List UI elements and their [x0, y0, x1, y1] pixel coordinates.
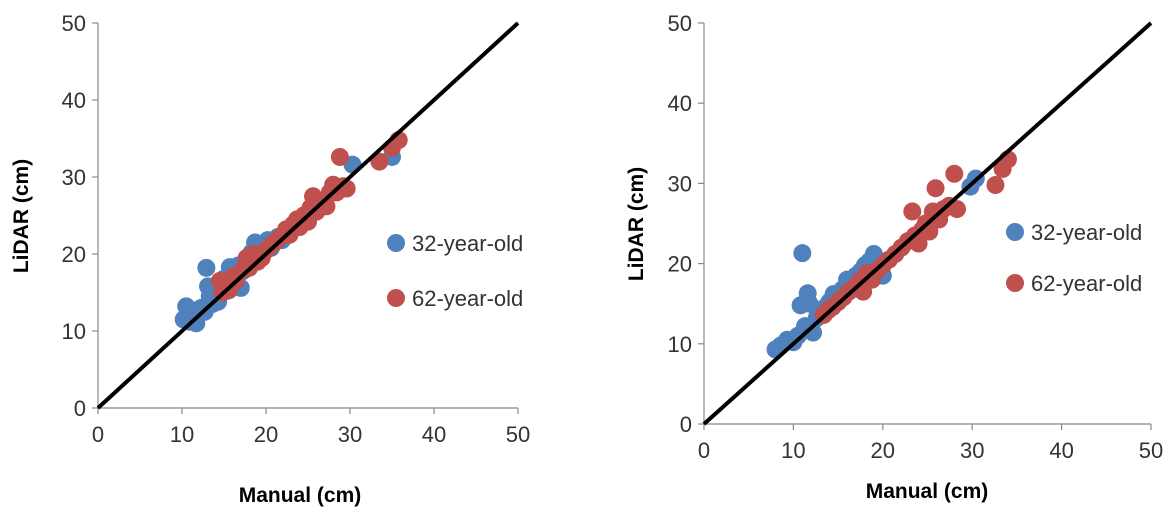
data-point	[926, 179, 945, 198]
data-point	[197, 258, 216, 277]
one-to-one-line	[702, 21, 1153, 426]
x-tick-label: 50	[506, 422, 530, 447]
data-point	[945, 164, 964, 183]
legend-marker	[1006, 274, 1024, 292]
x-tick-label: 30	[338, 422, 362, 447]
legend-label: 32-year-old	[412, 231, 523, 256]
x-tick-label: 20	[871, 438, 895, 463]
x-tick-label: 30	[960, 438, 984, 463]
x-tick-label: 10	[170, 422, 194, 447]
one-to-one-line	[96, 21, 520, 410]
y-tick-label: 0	[680, 412, 692, 437]
y-tick-label: 10	[62, 319, 86, 344]
y-axis-title: LiDAR (cm)	[10, 159, 33, 273]
data-point	[793, 244, 812, 263]
legend-marker	[1006, 223, 1024, 241]
legend-marker	[387, 289, 405, 307]
y-tick-label: 50	[668, 11, 692, 36]
y-tick-label: 30	[668, 171, 692, 196]
legend: 32-year-old 62-year-old	[1006, 220, 1142, 296]
x-tick-label: 40	[1049, 438, 1073, 463]
data-point	[370, 152, 389, 171]
data-point	[948, 200, 967, 219]
legend-marker	[387, 234, 405, 252]
data-point	[330, 147, 349, 166]
x-tick-label: 20	[254, 422, 278, 447]
y-tick-label: 30	[62, 165, 86, 190]
legend-label: 62-year-old	[1031, 271, 1142, 296]
x-axis-title: Manual (cm)	[239, 484, 362, 507]
x-tick-label: 40	[422, 422, 446, 447]
data-point	[986, 176, 1005, 195]
y-tick-label: 50	[62, 11, 86, 36]
legend-label: 32-year-old	[1031, 220, 1142, 245]
x-axis-title: Manual (cm)	[866, 480, 989, 503]
x-tick-label: 10	[781, 438, 805, 463]
data-point	[909, 234, 928, 253]
scatter-panel-left: 0 10 20 30 40 50 0 10 20 30 40 50 Manual (cm) LiDAR (…	[10, 11, 530, 507]
scatter-panel-right: 0 10 20 30 40 50 0 10 20 30 40 50 Manual (cm) LiDAR (…	[625, 11, 1163, 503]
x-tick-label: 0	[92, 422, 104, 447]
legend-label: 62-year-old	[412, 286, 523, 311]
data-point	[903, 202, 922, 221]
y-axis-title: LiDAR (cm)	[625, 167, 648, 281]
y-tick-label: 10	[668, 332, 692, 357]
y-tick-label: 0	[74, 396, 86, 421]
y-tick-label: 20	[62, 242, 86, 267]
y-tick-label: 40	[62, 88, 86, 113]
x-tick-label: 50	[1139, 438, 1163, 463]
legend: 32-year-old 62-year-old	[387, 231, 523, 311]
x-tick-label: 0	[698, 438, 710, 463]
y-tick-label: 40	[668, 91, 692, 116]
y-tick-label: 20	[668, 252, 692, 277]
